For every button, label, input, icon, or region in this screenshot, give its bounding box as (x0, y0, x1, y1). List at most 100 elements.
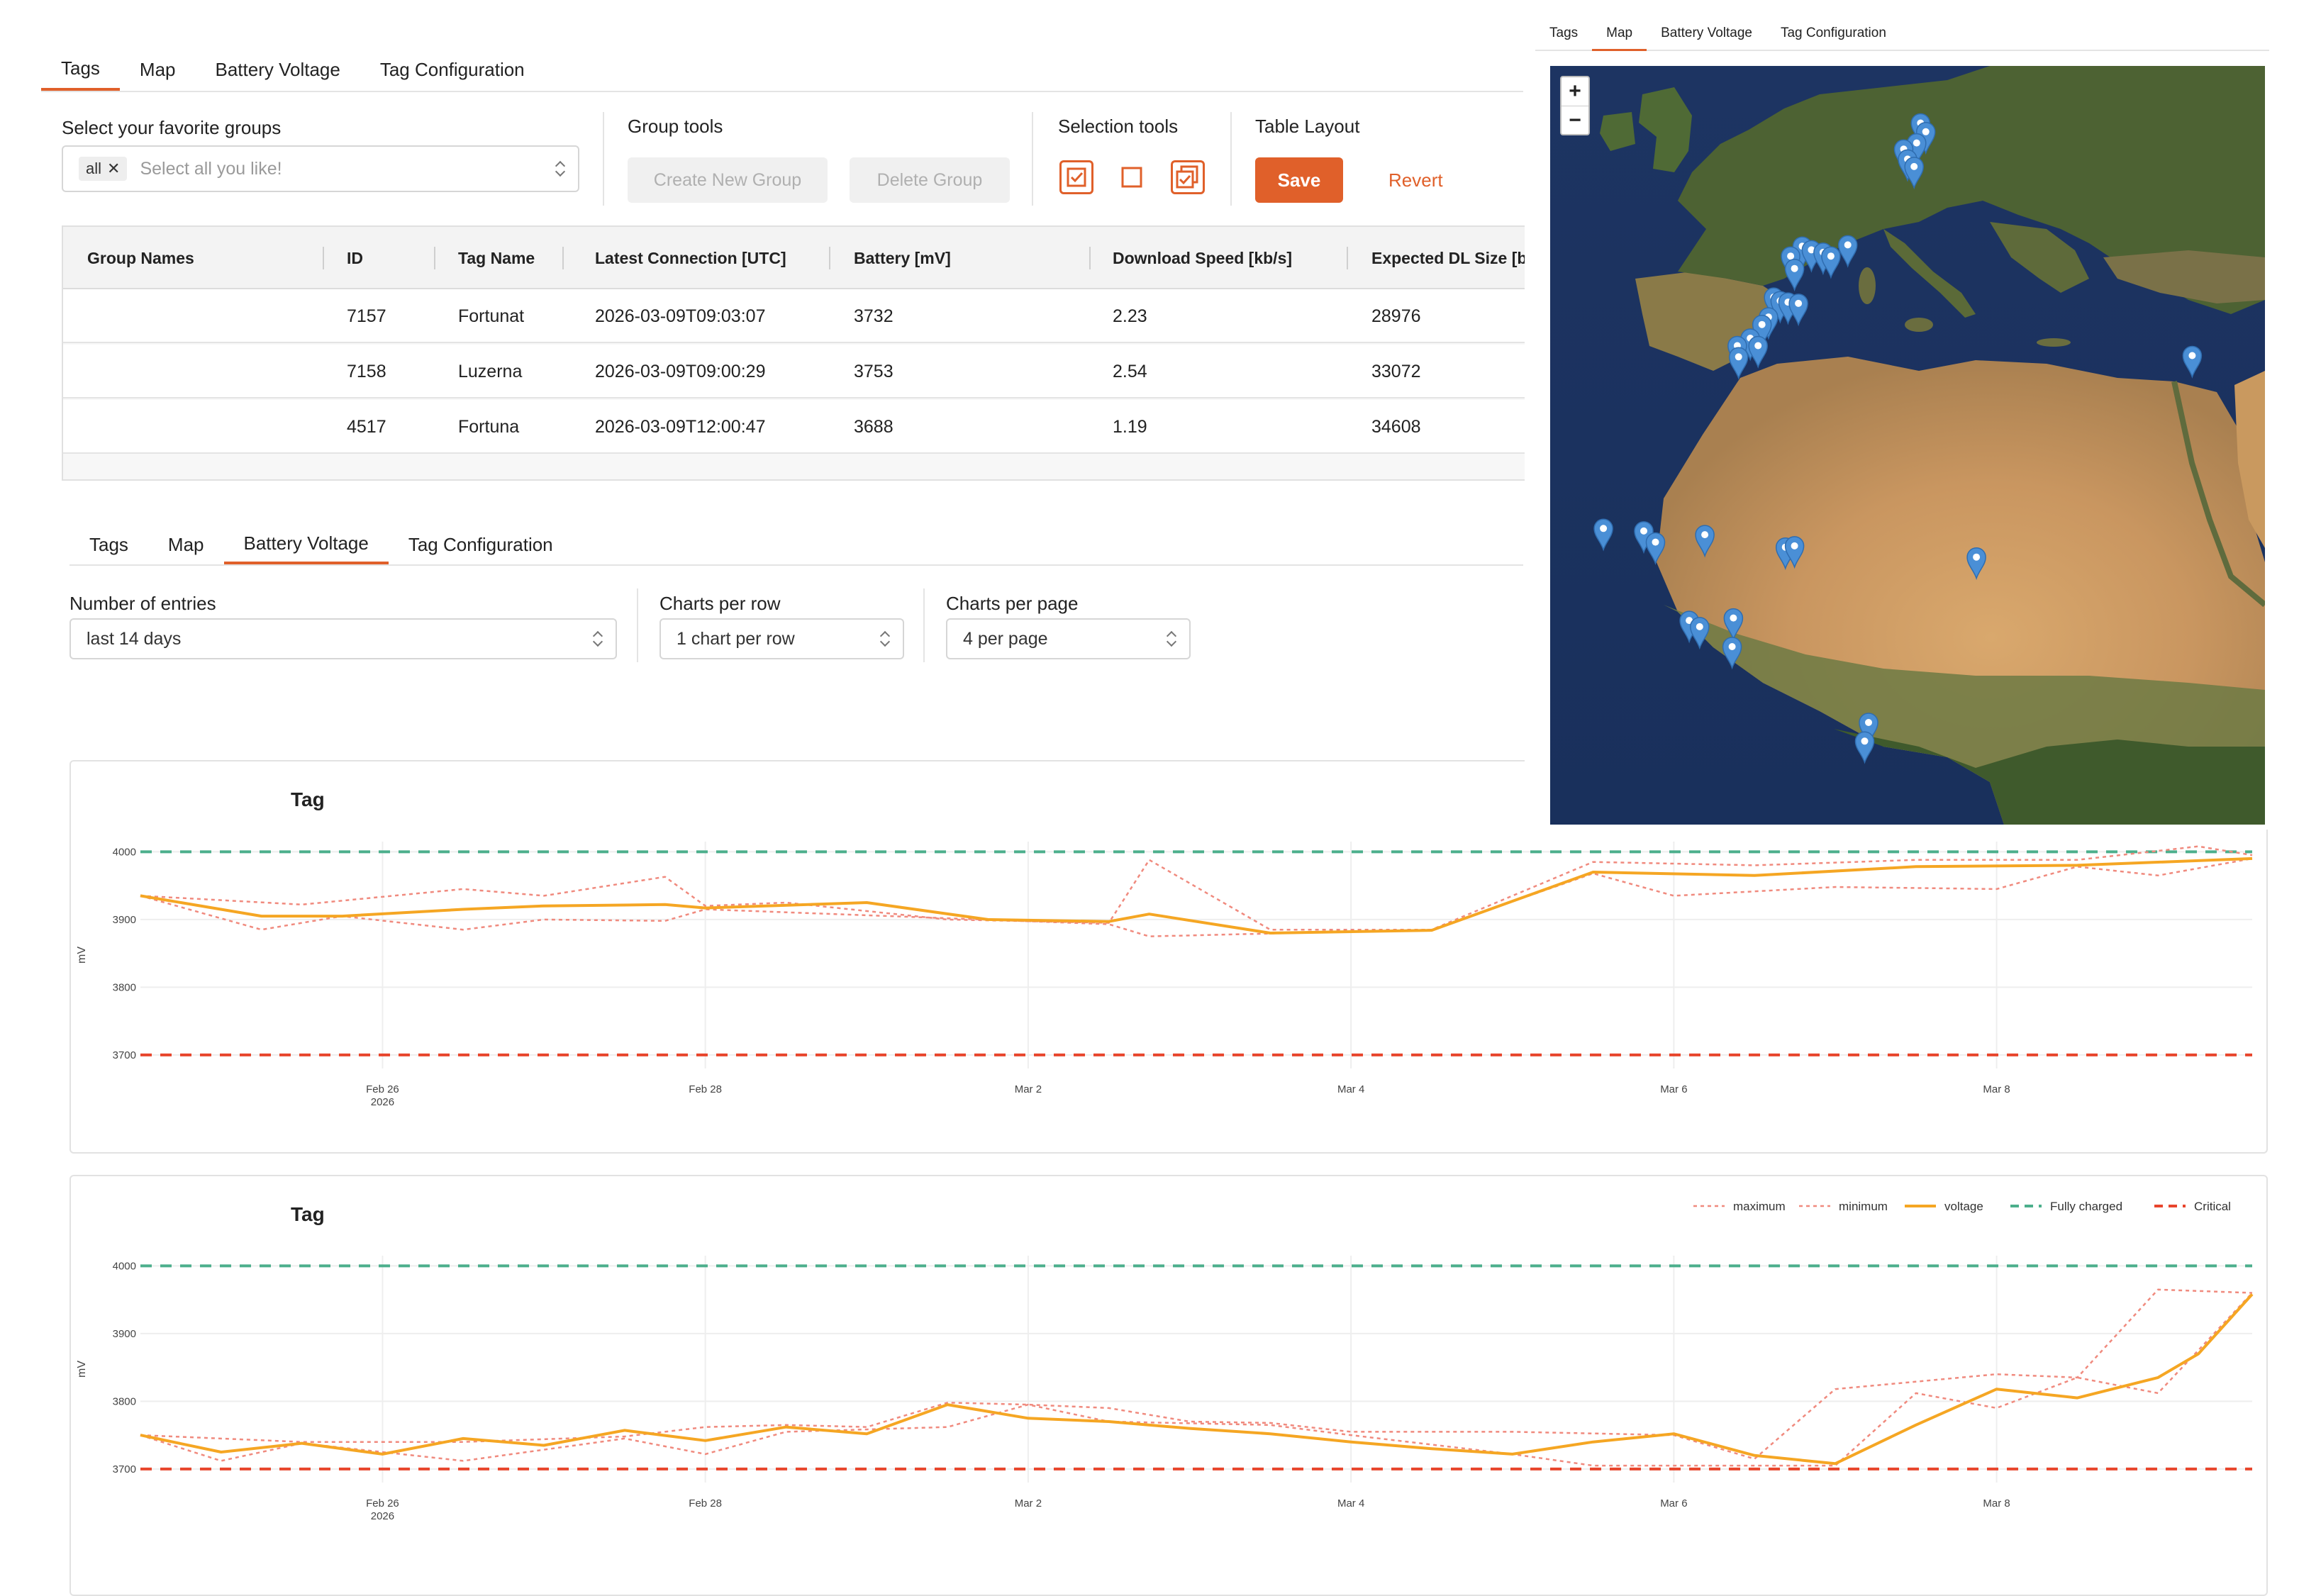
map-pin-icon[interactable] (1859, 713, 1878, 746)
tab-tags[interactable]: Tags (89, 533, 128, 555)
x-tick-label: Mar 4 (1337, 1497, 1364, 1509)
create-new-group-button[interactable]: Create New Group (628, 157, 828, 203)
tropical-forest (1834, 729, 2265, 825)
tab-tag-configuration[interactable]: Tag Configuration (1780, 26, 1886, 40)
map-pin-icon[interactable] (1728, 347, 1749, 380)
legend-item[interactable]: Fully charged (2010, 1200, 2122, 1213)
column-divider[interactable] (1089, 247, 1091, 269)
voltage-series-line[interactable] (140, 856, 2253, 934)
tab-map[interactable]: Map (139, 58, 176, 80)
legend-item[interactable]: Critical (2154, 1200, 2231, 1213)
column-header[interactable]: Download Speed [kb/s] (1113, 248, 1293, 267)
minimum-series-line[interactable] (140, 1292, 2253, 1467)
column-header[interactable]: Battery [mV] (854, 248, 951, 267)
map-markers-layer (1593, 113, 2203, 764)
map-pin-icon[interactable] (1722, 637, 1742, 670)
revert-button[interactable]: Revert (1388, 169, 1443, 191)
chevron-updown-icon (880, 631, 890, 647)
chip-remove-icon[interactable]: ✕ (107, 160, 121, 177)
map-pin-icon[interactable] (1784, 536, 1805, 569)
table-row[interactable]: 4517 Fortuna 2026-03-09T12:00:47 3688 1.… (63, 400, 1535, 454)
column-header[interactable]: Latest Connection [UTC] (595, 248, 786, 267)
delete-group-button[interactable]: Delete Group (850, 157, 1010, 203)
zoom-in-button[interactable]: + (1569, 79, 1581, 103)
x-tick-label: Feb 26 (366, 1083, 399, 1095)
column-divider[interactable] (829, 247, 830, 269)
map-pin-icon[interactable] (1854, 731, 1875, 764)
legend-item[interactable]: voltage (1905, 1200, 1983, 1213)
battery-tabbar: Tags Map Battery Voltage Tag Configurati… (69, 525, 1523, 566)
tab-tag-configuration[interactable]: Tag Configuration (408, 533, 553, 555)
map-pin-icon[interactable] (1723, 608, 1744, 641)
legend-label: Critical (2194, 1200, 2231, 1213)
chevron-updown-icon (1167, 631, 1176, 647)
save-button[interactable]: Save (1255, 157, 1343, 203)
tab-tags[interactable]: Tags (41, 48, 120, 91)
map-pin-icon[interactable] (1645, 532, 1666, 565)
column-header[interactable]: Tag Name (458, 248, 535, 267)
tab-battery-voltage[interactable]: Battery Voltage (1661, 26, 1752, 40)
map-pin-icon[interactable] (2182, 345, 2203, 379)
cell-expected-size: 33072 (1371, 361, 1421, 381)
group-chip[interactable]: all ✕ (79, 157, 128, 181)
minimum-series-line[interactable] (140, 857, 2253, 937)
invert-selection-icon[interactable] (1171, 160, 1205, 194)
cell-battery: 3753 (854, 361, 894, 381)
table-header: Group Names ID Tag Name Latest Connectio… (63, 227, 1535, 289)
charts-per-page-select[interactable]: 4 per page (946, 618, 1191, 659)
deselect-all-icon[interactable] (1115, 160, 1149, 194)
y-tick-label: 3900 (113, 914, 136, 926)
x-tick-label: Mar 6 (1660, 1497, 1687, 1509)
cell-download-speed: 1.19 (1113, 416, 1147, 437)
map-pin-icon[interactable] (1788, 294, 1808, 327)
divider (1230, 112, 1232, 206)
tab-tag-configuration[interactable]: Tag Configuration (379, 58, 525, 80)
maximum-series-line[interactable] (140, 845, 2253, 931)
map-pin-icon[interactable] (1695, 525, 1715, 558)
tab-battery-voltage[interactable]: Battery Voltage (223, 525, 389, 564)
table-row[interactable]: 7157 Fortunat 2026-03-09T09:03:07 3732 2… (63, 289, 1535, 343)
map-pin-icon[interactable] (1966, 547, 1986, 581)
map-pin-icon[interactable] (1748, 335, 1768, 369)
number-of-entries-select[interactable]: last 14 days (69, 618, 617, 659)
cell-tag-name: Luzerna (458, 361, 523, 381)
charts-per-row-select[interactable]: 1 chart per row (659, 618, 904, 659)
favorite-groups-placeholder: Select all you like! (140, 158, 282, 179)
tab-map[interactable]: Map (1592, 17, 1647, 51)
tab-tags[interactable]: Tags (1549, 26, 1579, 40)
arabia-landmass (2234, 371, 2265, 548)
map-pin-icon[interactable] (1593, 518, 1613, 552)
table-layout-label: Table Layout (1255, 116, 1360, 137)
legend-label: voltage (1944, 1200, 1983, 1213)
legend-item[interactable]: minimum (1799, 1200, 1888, 1213)
column-header[interactable]: ID (347, 248, 363, 267)
legend-item[interactable]: maximum (1693, 1200, 1786, 1213)
map-pin-icon[interactable] (1821, 246, 1841, 279)
cell-expected-size: 28976 (1371, 306, 1421, 326)
chart-title: Tag (291, 788, 325, 810)
map-pin-icon[interactable] (1915, 122, 1936, 155)
tab-map[interactable]: Map (167, 533, 204, 555)
map-pin-icon[interactable] (1784, 258, 1805, 292)
select-all-icon[interactable] (1059, 160, 1093, 194)
column-header[interactable]: Group Names (87, 248, 194, 267)
column-divider[interactable] (323, 247, 324, 269)
zoom-out-button[interactable]: − (1562, 106, 1588, 134)
favorite-groups-select[interactable]: all ✕ Select all you like! (62, 145, 579, 192)
selection-tools-label: Selection tools (1058, 116, 1179, 137)
column-divider[interactable] (1347, 247, 1348, 269)
cell-id: 7158 (347, 361, 386, 381)
voltage-series-line[interactable] (140, 1293, 2254, 1466)
chart-title: Tag (291, 1203, 325, 1225)
map-pin-icon[interactable] (1690, 617, 1710, 650)
maximum-series-line[interactable] (140, 1288, 2253, 1460)
column-divider[interactable] (434, 247, 435, 269)
tab-battery-voltage[interactable]: Battery Voltage (215, 58, 340, 80)
column-divider[interactable] (562, 247, 564, 269)
table-row[interactable]: 7158 Luzerna 2026-03-09T09:00:29 3753 2.… (63, 345, 1535, 398)
map-pin-icon[interactable] (1837, 235, 1858, 268)
map-pin-icon[interactable] (1904, 157, 1924, 190)
satellite-map[interactable] (1550, 66, 2265, 825)
column-header[interactable]: Expected DL Size [b] (1371, 248, 1533, 267)
